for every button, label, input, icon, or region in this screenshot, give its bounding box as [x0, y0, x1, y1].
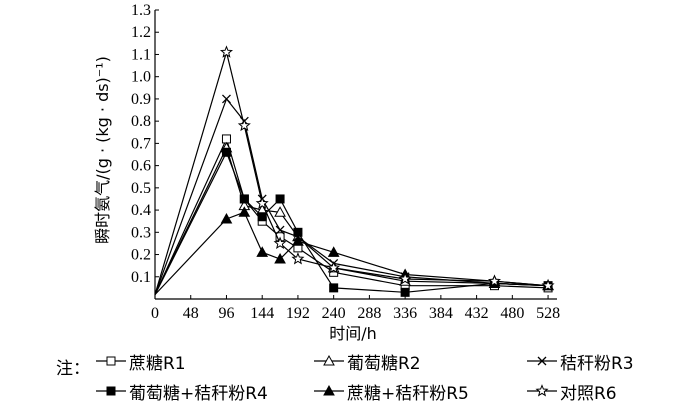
series-line	[154, 146, 549, 295]
data-point	[237, 118, 251, 132]
legend-label: 葡萄糖+秸秆粉R4	[129, 383, 268, 404]
data-point	[274, 206, 286, 217]
legend-marker	[323, 354, 335, 366]
legend: 注： 蔗糖R1 葡萄糖R2 秸秆粉R3 葡萄糖+秸秆粉R4 蔗糖+秸秆粉R5 对照R6	[0, 345, 700, 407]
y-tick-label: 1.3	[131, 2, 151, 19]
legend-marker	[106, 356, 116, 366]
y-tick-label: 0.3	[131, 224, 151, 241]
y-tick-label: 1.1	[131, 46, 151, 63]
data-point	[274, 252, 286, 264]
data-point	[220, 212, 233, 224]
legend-item: 秸秆粉R3	[527, 350, 634, 374]
legend-swatch	[96, 386, 126, 396]
legend-item: 对照R6	[527, 380, 617, 404]
y-axis-label: 瞬时氨气/(g · (kg · ds)⁻¹)	[93, 56, 112, 244]
series-line	[154, 150, 549, 295]
legend-item: 蔗糖R1	[96, 350, 186, 374]
legend-swatch	[527, 356, 557, 366]
y-tick-label: 0.1	[131, 269, 151, 286]
series-line	[154, 49, 549, 295]
x-tick-label: 288	[357, 305, 381, 322]
x-tick-label: 0	[151, 305, 159, 322]
legend-swatch	[314, 354, 344, 366]
y-tick-label: 0.9	[131, 91, 151, 108]
data-point	[398, 272, 412, 285]
data-point	[327, 246, 340, 257]
legend-item: 蔗糖+秸秆粉R5	[314, 380, 469, 404]
legend-swatch	[96, 356, 126, 366]
x-tick-label: 144	[250, 305, 274, 322]
data-point	[329, 283, 339, 293]
x-tick-label: 48	[183, 305, 199, 322]
data-point	[256, 246, 269, 257]
x-tick-label: 432	[465, 305, 489, 322]
data-point	[291, 252, 305, 265]
y-tick-label: 0.4	[131, 202, 151, 219]
x-axis-label: 时间/h	[329, 324, 377, 343]
series-6	[154, 45, 555, 295]
y-tick-label: 0.5	[131, 180, 151, 197]
axes: 0 48 96 144 192 240 288 336 384 432 480 528 0.1 0.2 0.…	[131, 2, 560, 322]
data-point	[257, 212, 267, 222]
y-tick-label: 1.0	[131, 69, 151, 86]
legend-marker	[106, 386, 116, 396]
legend-marker	[535, 384, 549, 397]
data-point	[293, 227, 303, 237]
data-point	[327, 261, 341, 274]
legend-marker	[323, 384, 335, 396]
series-4	[154, 147, 553, 297]
legend-label: 葡萄糖R2	[347, 353, 421, 374]
chart: 0 48 96 144 192 240 288 336 384 432 480 528 0.1 0.2 0.…	[93, 2, 560, 343]
x-tick-label: 480	[500, 305, 524, 322]
x-tick-label: 192	[286, 305, 310, 322]
data-point	[238, 206, 251, 217]
data-point	[292, 235, 304, 246]
legend-item: 葡萄糖+秸秆粉R4	[96, 380, 268, 404]
series-line	[154, 137, 549, 295]
data-point	[221, 134, 231, 144]
series-line	[154, 211, 549, 296]
data-point	[487, 274, 501, 287]
data-point	[255, 196, 269, 209]
data-point	[400, 287, 410, 297]
x-tick-label: 240	[322, 305, 346, 322]
data-point	[273, 236, 287, 249]
data-point	[541, 278, 555, 292]
data-point	[221, 147, 231, 157]
data-point	[222, 94, 231, 104]
legend-label: 秸秆粉R3	[560, 353, 634, 374]
legend-label: 蔗糖R1	[129, 353, 186, 374]
data-point	[275, 194, 285, 204]
x-tick-label: 336	[393, 305, 417, 322]
x-tick-label: 528	[536, 305, 560, 322]
series-3	[154, 94, 553, 295]
data-point	[239, 194, 249, 204]
y-tick-label: 0.8	[131, 113, 151, 130]
y-tick-label: 0.2	[131, 247, 151, 264]
legend-swatch	[527, 384, 557, 397]
y-tick-label: 0.7	[131, 135, 151, 152]
y-tick-label: 0.6	[131, 158, 151, 175]
x-tick-label: 96	[218, 305, 234, 322]
legend-swatch	[314, 384, 344, 396]
series-layer	[154, 45, 555, 297]
data-point	[275, 225, 285, 235]
series-line	[154, 97, 549, 295]
legend-item: 葡萄糖R2	[314, 350, 421, 374]
x-tick-label: 384	[429, 305, 453, 322]
legend-marker	[537, 356, 547, 366]
legend-label: 对照R6	[560, 383, 617, 404]
legend-note: 注：	[56, 359, 90, 379]
data-point	[219, 45, 233, 58]
legend-label: 蔗糖+秸秆粉R5	[347, 383, 469, 404]
y-tick-label: 1.2	[131, 24, 151, 41]
